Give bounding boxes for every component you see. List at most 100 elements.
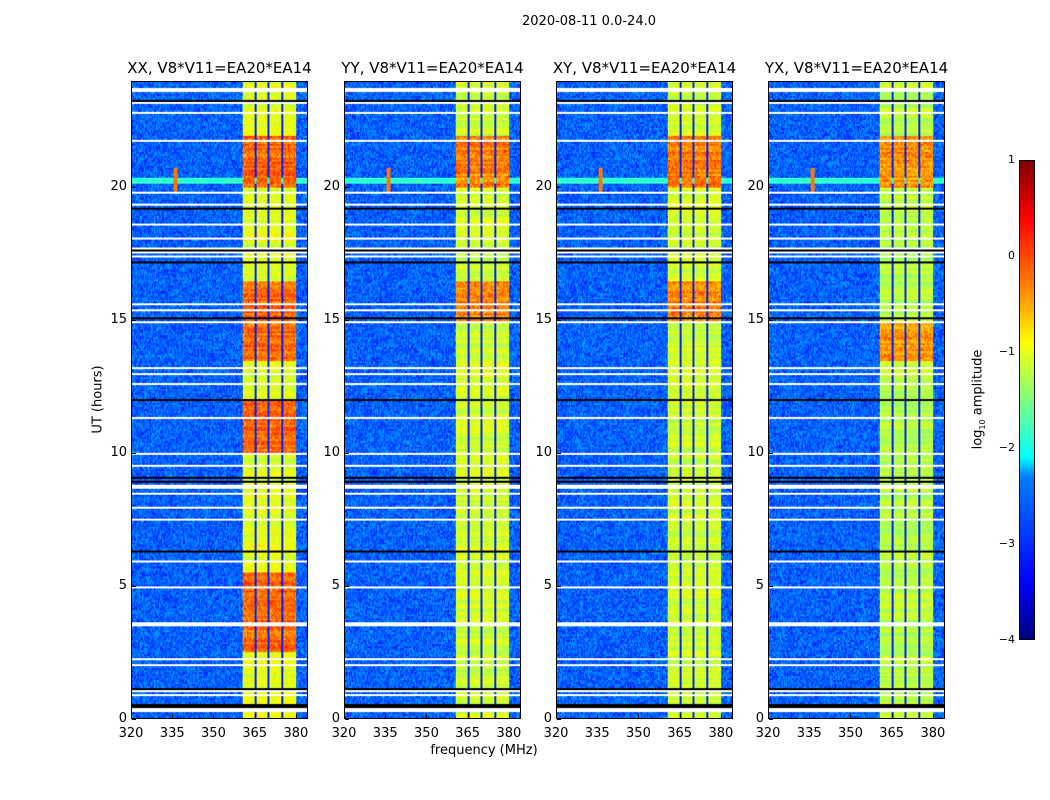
y-tick-label: 5 — [543, 578, 552, 594]
x-tick-mark — [344, 714, 345, 718]
x-tick-label: 380 — [920, 726, 946, 741]
y-tick-mark — [769, 586, 773, 588]
x-tick-label: 320 — [755, 726, 781, 741]
x-tick-label: 380 — [708, 726, 734, 741]
colorbar-tick-label: −4 — [998, 633, 1015, 646]
y-tick-mark — [769, 187, 773, 189]
x-tick-mark — [556, 714, 557, 718]
y-tick-label: 15 — [535, 312, 552, 328]
y-tick-mark — [345, 719, 349, 720]
heatmap-canvas — [557, 82, 732, 718]
colorbar-tick-label: 0 — [1008, 249, 1015, 262]
y-tick-mark — [557, 320, 561, 322]
y-tick-label: 15 — [110, 312, 127, 328]
y-tick-label: 10 — [110, 445, 127, 461]
heatmap-panel-1 — [344, 81, 521, 719]
x-tick-mark — [891, 714, 893, 718]
x-tick-mark — [131, 714, 132, 718]
y-tick-mark — [345, 320, 349, 322]
y-tick-mark — [132, 453, 136, 455]
y-tick-mark — [557, 719, 561, 720]
y-tick-label: 15 — [323, 312, 340, 328]
x-tick-mark — [295, 714, 297, 718]
x-tick-label: 320 — [543, 726, 569, 741]
panel-title-2: XY, V8*V11=EA20*EA14 — [552, 59, 737, 77]
figure-title: 2020-08-11 0.0-24.0 — [522, 14, 656, 29]
x-tick-mark — [638, 714, 640, 718]
y-tick-mark — [557, 187, 561, 189]
x-tick-label: 380 — [496, 726, 522, 741]
y-tick-mark — [557, 453, 561, 455]
x-tick-mark — [679, 714, 681, 718]
colorbar-label-rest: amplitude — [970, 349, 986, 420]
y-tick-label: 0 — [755, 711, 764, 726]
y-tick-mark — [557, 586, 561, 588]
y-tick-label: 0 — [118, 711, 127, 726]
y-tick-label: 5 — [118, 578, 127, 594]
y-tick-label: 10 — [747, 445, 764, 461]
y-tick-mark — [132, 320, 136, 322]
y-tick-label: 20 — [535, 179, 552, 195]
y-tick-label: 15 — [747, 312, 764, 328]
x-tick-mark — [426, 714, 428, 718]
y-tick-mark — [132, 719, 136, 720]
x-tick-mark — [172, 714, 174, 718]
y-tick-mark — [345, 453, 349, 455]
y-tick-label: 5 — [755, 578, 764, 594]
y-tick-label: 5 — [331, 578, 340, 594]
panel-title-0: XX, V8*V11=EA20*EA14 — [127, 59, 312, 77]
x-tick-label: 365 — [455, 726, 481, 741]
y-tick-label: 10 — [323, 445, 340, 461]
x-tick-mark — [467, 714, 469, 718]
x-tick-mark — [850, 714, 852, 718]
colorbar-tick-label: −2 — [998, 441, 1015, 454]
x-tick-label: 350 — [414, 726, 439, 741]
x-tick-label: 365 — [242, 726, 268, 741]
colorbar-tick-label: −1 — [998, 345, 1015, 358]
y-tick-label: 20 — [110, 179, 127, 195]
x-tick-mark — [809, 714, 811, 718]
heatmap-canvas — [345, 82, 520, 718]
x-tick-mark — [597, 714, 599, 718]
y-tick-mark — [345, 187, 349, 189]
x-tick-label: 365 — [879, 726, 905, 741]
x-tick-label: 335 — [796, 726, 822, 741]
x-axis-label: frequency (MHz) — [430, 743, 538, 758]
y-tick-label: 0 — [331, 711, 340, 726]
x-tick-label: 335 — [372, 726, 398, 741]
x-tick-mark — [508, 714, 510, 718]
heatmap-panel-0 — [131, 81, 308, 719]
x-tick-label: 320 — [118, 726, 144, 741]
colorbar-tick-label: −3 — [998, 537, 1015, 550]
colorbar-label: log10 amplitude — [970, 340, 988, 460]
y-tick-mark — [769, 719, 773, 720]
colorbar-label-log: log — [970, 429, 986, 450]
y-tick-mark — [769, 453, 773, 455]
y-tick-label: 10 — [535, 445, 552, 461]
x-tick-label: 335 — [584, 726, 610, 741]
x-tick-label: 365 — [667, 726, 693, 741]
x-tick-mark — [932, 714, 934, 718]
colorbar-tick-label: 1 — [1008, 153, 1015, 166]
x-tick-label: 350 — [201, 726, 226, 741]
x-tick-mark — [213, 714, 215, 718]
x-tick-mark — [768, 714, 769, 718]
x-tick-label: 350 — [626, 726, 651, 741]
colorbar-label-sub: 10 — [978, 419, 988, 430]
x-tick-mark — [385, 714, 387, 718]
x-tick-label: 350 — [838, 726, 863, 741]
panel-title-3: YX, V8*V11=EA20*EA14 — [764, 59, 949, 77]
x-tick-mark — [254, 714, 256, 718]
panel-title-1: YY, V8*V11=EA20*EA14 — [341, 59, 524, 77]
y-tick-label: 20 — [323, 179, 340, 195]
heatmap-canvas — [769, 82, 944, 718]
heatmap-canvas — [132, 82, 307, 718]
y-tick-mark — [132, 586, 136, 588]
heatmap-panel-2 — [556, 81, 733, 719]
y-axis-label: UT (hours) — [90, 365, 106, 434]
colorbar — [1019, 160, 1035, 640]
x-tick-label: 335 — [159, 726, 185, 741]
x-tick-label: 380 — [283, 726, 309, 741]
y-tick-label: 20 — [747, 179, 764, 195]
x-tick-label: 320 — [331, 726, 357, 741]
